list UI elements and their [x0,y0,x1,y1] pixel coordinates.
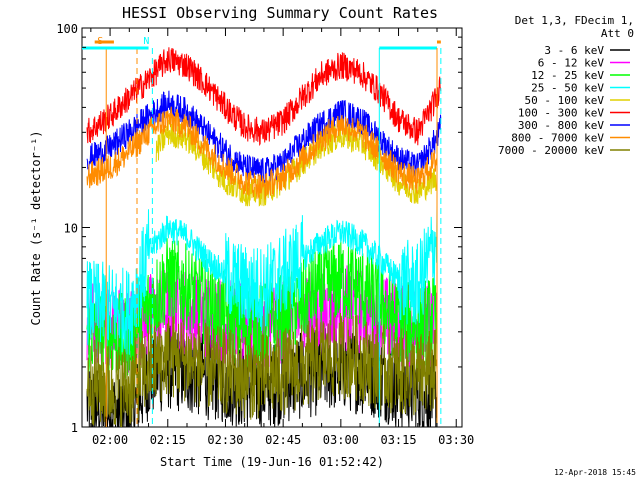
legend-label-8: 800 - 7000 keV [511,132,604,145]
chart-title: HESSI Observing Summary Count Rates [122,4,438,22]
x-axis: 02:00 02:15 02:30 02:45 03:00 03:15 03:30 [90,28,474,447]
series-line-4 [86,205,438,355]
marker-label-3: N [143,36,149,47]
y-tick-label: 100 [56,22,78,36]
legend-label-7: 300 - 800 keV [518,119,604,132]
series-layer [86,47,442,428]
date-stamp: 12-Apr-2018 15:45 [554,468,636,477]
y-axis-label: Count Rate (s⁻¹ detector⁻¹) [29,130,43,325]
marker-label-1: S [97,36,103,47]
x-tick-label: 02:30 [207,433,243,447]
legend-title-line-2: Att 0 [601,27,634,40]
y-axis: 1 10 100 [56,22,462,435]
legend-label-4: 25 - 50 keV [531,82,604,95]
legend-label-2: 6 - 12 keV [538,57,605,70]
y-tick-label: 10 [64,222,78,236]
legend-label-5: 50 - 100 keV [525,94,605,107]
x-tick-label: 03:15 [380,433,416,447]
legend-label-9: 7000 - 20000 keV [498,144,604,157]
legend-label-3: 12 - 25 keV [531,69,604,82]
legend-label-6: 100 - 300 keV [518,107,604,120]
y-tick-label: 1 [71,421,78,435]
series-line-6 [86,47,442,147]
x-tick-label: 02:45 [265,433,301,447]
x-tick-label: 03:00 [323,433,359,447]
x-tick-label: 02:00 [92,433,128,447]
x-tick-label: 02:15 [150,433,186,447]
x-axis-label: Start Time (19-Jun-16 01:52:42) [160,455,384,469]
legend-title-line-1: Det 1,3, FDecim 1, [515,14,634,27]
series-line-9 [86,312,438,428]
legend-label-1: 3 - 6 keV [544,44,604,57]
x-tick-label: 03:30 [438,433,474,447]
series-line-8 [86,106,438,200]
